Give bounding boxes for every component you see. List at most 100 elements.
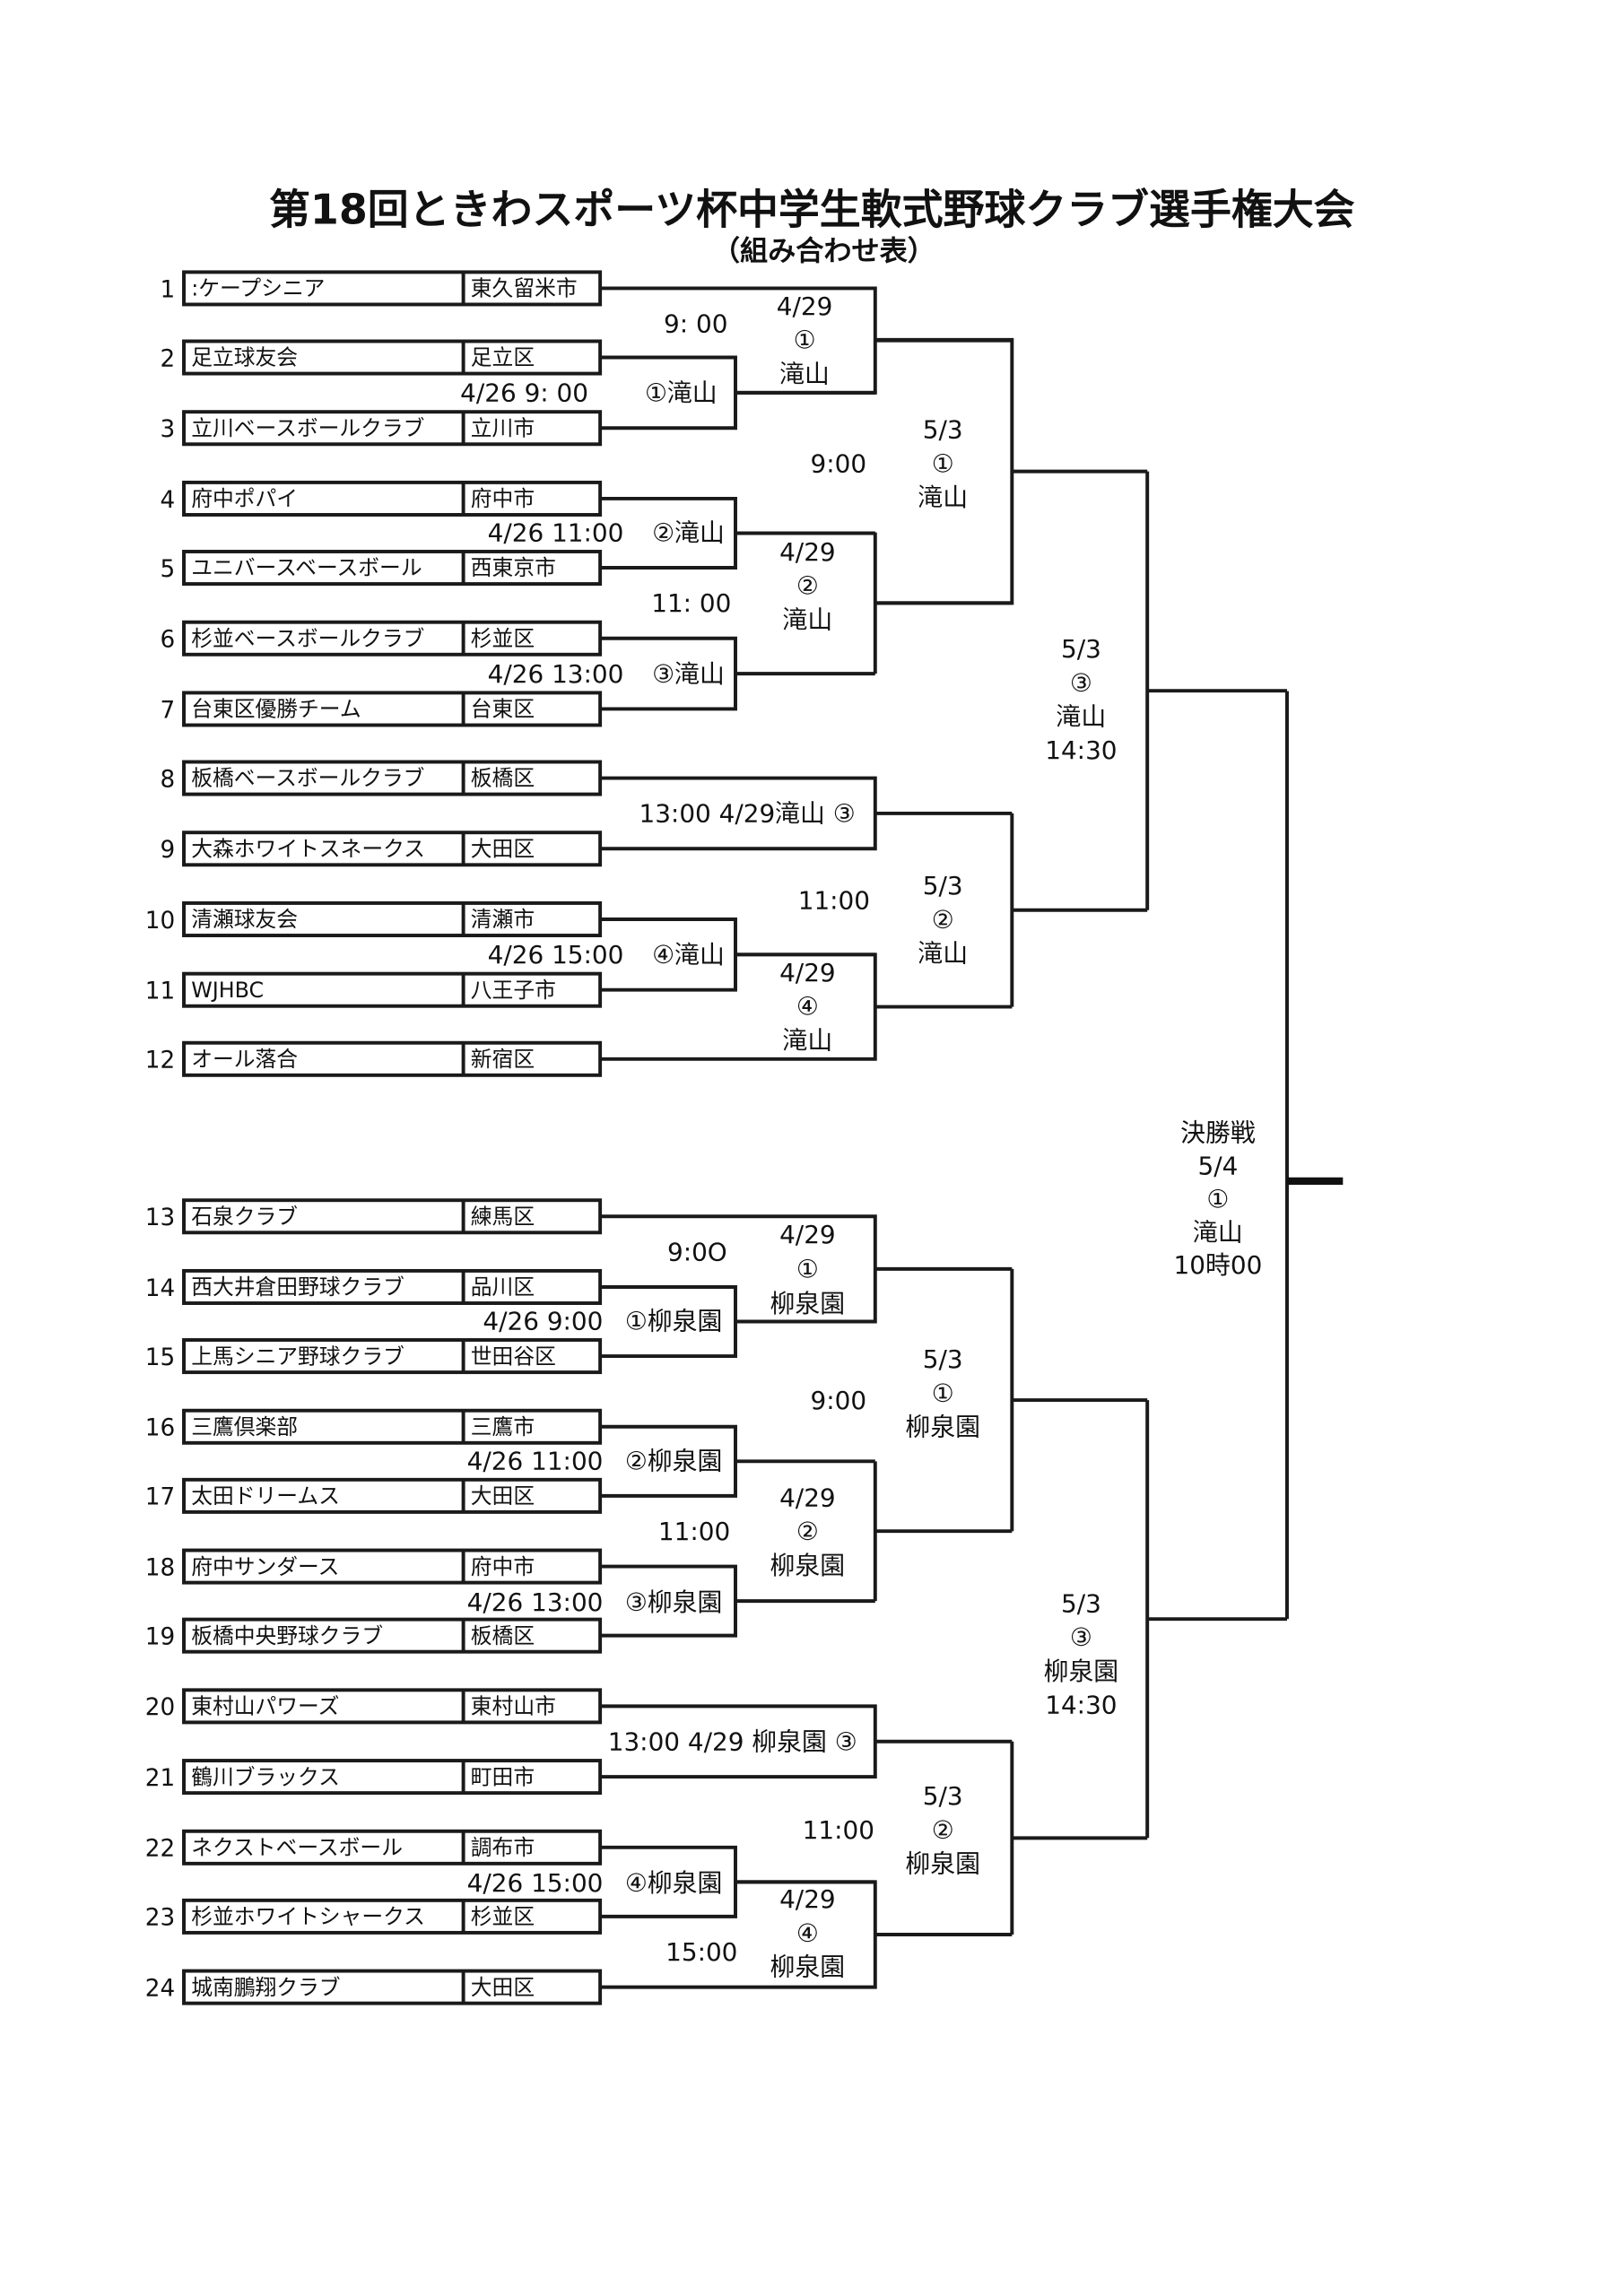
team-row: 21 鶴川ブラックス 町田市 — [145, 1759, 603, 1796]
team-area: 台東区 — [471, 697, 535, 722]
bracket-connector — [874, 337, 1148, 605]
page-subtitle: （組み合わせ表） — [712, 235, 935, 267]
team-number: 22 — [145, 1836, 175, 1863]
bracket-connector — [1145, 471, 1287, 910]
match-label-line: 滝山 — [1193, 1217, 1243, 1247]
match-label-line: ④柳泉園 — [625, 1868, 723, 1898]
team-number: 24 — [145, 1975, 175, 2002]
team-row: 13 石泉クラブ 練馬区 — [145, 1198, 603, 1235]
bracket-connector — [600, 1424, 875, 1498]
team-area: 大田区 — [471, 1483, 535, 1509]
team-name: 上馬シニア野球クラブ — [191, 1344, 404, 1369]
team-list: 1:ケープシニア 東久留米市 2 足立球友会 足立区 3 立川ベースボールクラブ 立川市 4 府中… — [145, 270, 603, 2005]
team-area: 東久留米市 — [471, 276, 578, 301]
team-number: 9 — [160, 837, 175, 864]
match-label-line: ②滝山 — [652, 518, 725, 548]
team-area: 練馬区 — [471, 1204, 535, 1229]
match-label-line: 4/26 13:00 — [488, 659, 624, 689]
match-label: 4/29 ④ 柳泉園 — [770, 1884, 846, 1981]
team-box — [182, 480, 603, 517]
team-name: 板橋中央野球クラブ — [191, 1623, 383, 1648]
match-label-line: ① — [1206, 1184, 1229, 1213]
team-area: 品川区 — [471, 1274, 535, 1300]
team-row: 18 府中サンダース 府中市 — [145, 1548, 603, 1585]
match-label-line: 4/26 11:00 — [488, 518, 624, 548]
team-box — [182, 410, 603, 447]
team-box — [182, 1759, 603, 1796]
match-label: 4/26 11:00 — [467, 1446, 604, 1475]
team-box — [182, 1688, 603, 1725]
team-number: 14 — [145, 1275, 175, 1302]
match-label-line: 13:00 4/29 柳泉園 ③ — [608, 1727, 857, 1757]
team-area: 世田谷区 — [471, 1344, 556, 1369]
match-label: 5/3① 滝山 — [918, 415, 968, 512]
team-number: 15 — [145, 1344, 175, 1371]
team-area: 東村山市 — [471, 1694, 556, 1719]
match-label: 4/29 ① 柳泉園 — [770, 1220, 846, 1318]
match-label-line: 4/26 15:00 — [488, 940, 624, 970]
match-label: ③柳泉園 — [625, 1587, 723, 1617]
team-box — [182, 339, 603, 376]
team-name: 清瀬球友会 — [191, 907, 298, 932]
match-label-line: ③滝山 — [652, 659, 725, 689]
match-label-line: ① — [794, 326, 816, 355]
match-label-line: 4/26 13:00 — [467, 1587, 604, 1617]
bracket-connector — [600, 496, 875, 570]
bracket-connector — [600, 1564, 875, 1638]
match-label-line: 滝山 — [782, 1025, 832, 1055]
team-area: 新宿区 — [471, 1047, 535, 1072]
team-row: 16 三鷹倶楽部 三鷹市 — [145, 1408, 603, 1445]
match-label: 4/29 ② 柳泉園 — [770, 1483, 846, 1579]
team-number: 17 — [145, 1484, 175, 1511]
match-label-line: 11:00 — [658, 1517, 730, 1546]
match-label: 9: 00 — [664, 309, 727, 339]
match-label-line: 滝山 — [918, 939, 968, 969]
match-label-line: 柳泉園 — [770, 1551, 846, 1580]
match-label-line: ③ — [1070, 1622, 1092, 1652]
match-label-line: 9:0O — [667, 1237, 727, 1266]
team-name: 大森ホワイトスネークス — [191, 836, 425, 861]
bracket-connector — [600, 1214, 1013, 1324]
team-box — [182, 900, 603, 937]
match-label-line: 4/26 9: 00 — [460, 378, 588, 408]
match-label-line: 4/29 — [779, 1220, 836, 1249]
match-label-line: 13:00 4/29滝山 ③ — [639, 799, 855, 829]
match-label-line: 15:00 — [665, 1937, 737, 1967]
team-box — [182, 760, 603, 796]
team-name: WJHBC — [191, 978, 264, 1003]
bracket-lines — [600, 286, 1344, 1989]
team-name: 東村山パワーズ — [191, 1694, 339, 1719]
match-label-line: 10時00 — [1174, 1250, 1263, 1280]
team-box — [182, 1268, 603, 1305]
match-label-line: ③ — [1070, 668, 1092, 698]
team-number: 10 — [145, 908, 175, 935]
team-name: 石泉クラブ — [191, 1204, 298, 1229]
team-number: 1 — [160, 276, 175, 303]
team-name: 西大井倉田野球クラブ — [191, 1274, 404, 1300]
team-area: 板橋区 — [471, 1623, 535, 1648]
team-number: 19 — [145, 1623, 175, 1650]
match-label-line: 4/29 — [779, 1483, 836, 1512]
team-name: 立川ベースボールクラブ — [191, 415, 424, 440]
bracket-connector — [600, 636, 875, 711]
team-box — [182, 1477, 603, 1514]
team-row: 10 清瀬球友会 清瀬市 — [145, 900, 603, 937]
match-label: 5/3 ① 柳泉園 — [905, 1344, 980, 1441]
team-row: 12 オール落合 新宿区 — [145, 1040, 603, 1077]
page-title: 第18回ときわスポーツ杯中学生軟式野球クラブ選手権大会 — [269, 185, 1355, 233]
match-label: 4/26 9:00 — [483, 1307, 603, 1336]
match-label: 4/26 13:00 — [488, 659, 624, 689]
team-row: 5 ユニバースベースボール 西東京市 — [160, 550, 603, 587]
match-label-line: 柳泉園 — [1044, 1657, 1119, 1686]
match-label: 5/3 ② 柳泉園 — [905, 1781, 980, 1878]
bracket-connector — [1145, 1400, 1287, 1839]
team-row: 9 大森ホワイトスネークス 大田区 — [160, 831, 603, 867]
match-label: 4/29 ① 滝山 — [777, 291, 833, 388]
team-number: 8 — [160, 766, 175, 793]
team-area: 大田区 — [471, 836, 535, 861]
match-label-line: 滝山 — [918, 483, 968, 512]
match-label: 13:00 4/29滝山 ③ — [639, 799, 855, 829]
team-name: 杉並ベースボールクラブ — [191, 626, 424, 651]
